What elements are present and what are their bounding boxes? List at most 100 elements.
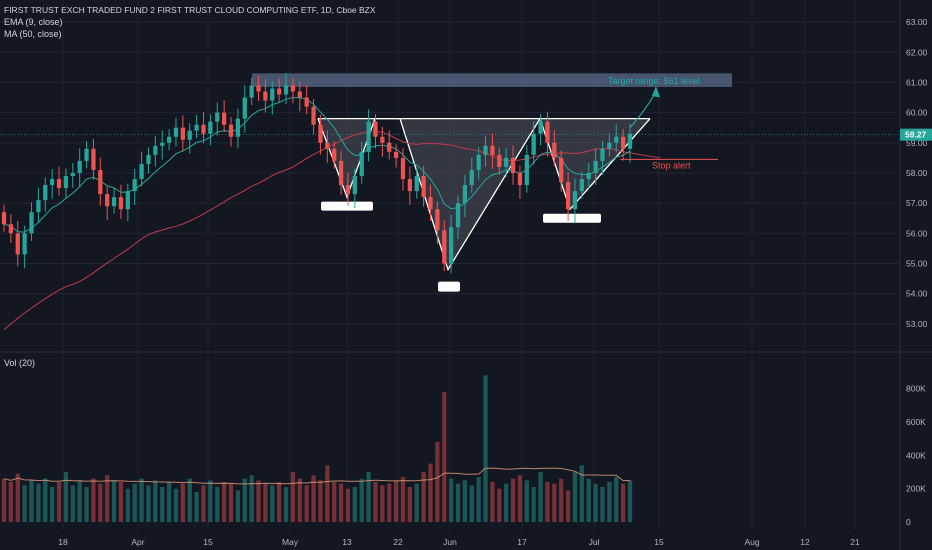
volume-bar — [614, 477, 619, 522]
candle-body — [332, 148, 337, 161]
candle-body — [277, 88, 282, 95]
volume-bar — [29, 480, 34, 522]
volume-bar — [545, 482, 550, 522]
volume-bar — [146, 485, 151, 522]
volume-bar — [517, 475, 523, 522]
time-tick-label: 21 — [850, 537, 860, 547]
volume-bar — [531, 487, 536, 522]
volume-legend[interactable]: Vol (20) — [4, 358, 36, 368]
ema-legend[interactable]: EMA (9, close) — [4, 17, 63, 27]
volume-bar — [70, 485, 75, 522]
volume-bar — [187, 478, 192, 522]
volume-bar — [105, 475, 110, 522]
volume-bar — [455, 483, 461, 522]
candle-body — [139, 163, 144, 180]
candle-body — [84, 148, 89, 161]
volume-bar — [338, 483, 344, 522]
candle-body — [620, 136, 626, 149]
candle-body — [63, 175, 69, 189]
candle-body — [538, 121, 543, 134]
volume-bar — [77, 480, 82, 522]
price-tick-label: 57.00 — [906, 198, 928, 208]
volume-bar — [538, 472, 543, 522]
candle-body — [490, 145, 495, 155]
volume-bar — [620, 483, 626, 522]
volume-bar — [249, 475, 254, 522]
volume-bar — [8, 482, 14, 522]
volume-bar — [290, 472, 296, 522]
volume-bar — [304, 485, 309, 522]
time-tick-label: 18 — [58, 537, 68, 547]
candle-body — [607, 142, 612, 149]
candle-body — [614, 136, 619, 143]
symbol-title[interactable]: FIRST TRUST EXCH TRADED FUND 2 FIRST TRU… — [4, 5, 376, 15]
candle-body — [263, 91, 268, 101]
candles — [1, 73, 633, 274]
volume-tick-label: 600K — [906, 417, 926, 427]
candle-body — [50, 179, 55, 186]
volume-bar — [63, 472, 69, 522]
volume-tick-label: 200K — [906, 484, 926, 494]
volume-bar — [607, 482, 612, 522]
volume-bar — [476, 477, 481, 522]
candle-body — [77, 160, 82, 173]
candle-body — [407, 179, 413, 192]
volume-bar — [221, 482, 227, 522]
volume-bar — [91, 478, 96, 522]
candle-body — [283, 85, 289, 95]
candle-body — [586, 172, 591, 180]
candle-body — [180, 127, 185, 140]
volume-bar — [462, 480, 468, 522]
candle-body — [483, 145, 488, 155]
candle-body — [352, 175, 357, 195]
candle-body — [345, 185, 351, 195]
volume-bar — [572, 472, 578, 522]
candle-body — [593, 160, 598, 173]
volume-bar — [359, 478, 364, 522]
volume-bar — [270, 485, 275, 522]
volume-bar — [387, 483, 392, 522]
candle-body — [559, 157, 564, 183]
candle-body — [435, 209, 440, 231]
price-tick-label: 62.00 — [906, 47, 928, 57]
candle-body — [256, 85, 261, 92]
volume-bar — [283, 487, 289, 522]
time-tick-label: 17 — [517, 537, 527, 547]
volume-bar — [504, 483, 509, 522]
candle-body — [517, 172, 523, 186]
price-tick-label: 60.00 — [906, 108, 928, 118]
time-tick-label: Jun — [443, 537, 457, 547]
volume-bar — [125, 488, 130, 522]
ma-legend[interactable]: MA (50, close) — [4, 29, 62, 39]
candle-body — [70, 172, 75, 176]
volume-bar — [380, 485, 385, 522]
volume-bar — [228, 483, 234, 522]
volume-bar — [277, 482, 282, 522]
head-marker — [438, 281, 460, 292]
candle-body — [91, 148, 96, 170]
target-label: Target range: $61 level — [608, 76, 700, 86]
candle-body — [565, 182, 571, 210]
last-price-value: 59.27 — [905, 130, 927, 140]
candle-body — [98, 169, 103, 195]
volume-bar — [311, 475, 316, 522]
volume-bar — [84, 487, 89, 522]
volume-bar — [153, 480, 158, 522]
candle-body — [387, 142, 392, 152]
volume-bar — [242, 478, 247, 522]
candle-body — [462, 185, 468, 204]
volume-bar — [435, 442, 440, 522]
candle-body — [572, 191, 578, 210]
volume-bar — [469, 485, 474, 522]
volume-bar — [325, 465, 330, 522]
target-zone — [252, 73, 732, 87]
candle-body — [221, 112, 227, 125]
volume-bar — [132, 483, 137, 522]
candle-body — [311, 106, 316, 125]
volume-bar — [318, 480, 323, 522]
candle-body — [160, 142, 165, 146]
candle-body — [600, 148, 605, 161]
candle-body — [194, 124, 199, 131]
left-shoulder-fill — [318, 118, 375, 198]
